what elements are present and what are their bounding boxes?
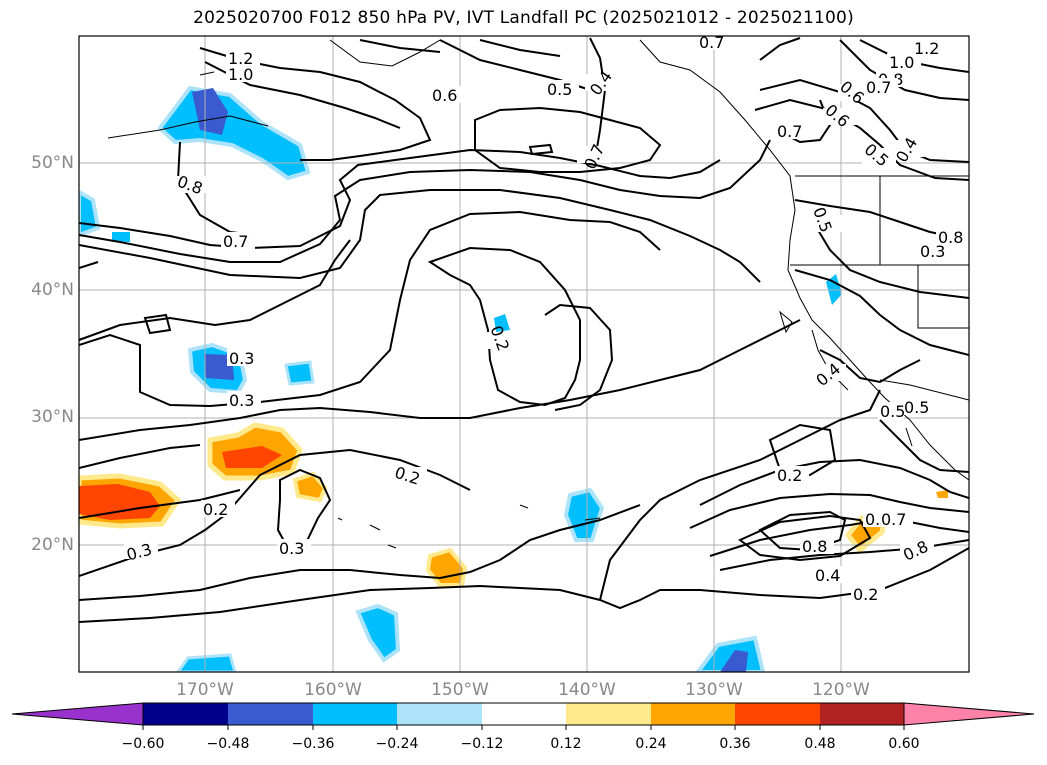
- contour-label: 0.3: [279, 539, 304, 558]
- contour-label: 0.5: [904, 398, 929, 417]
- contour-label: 0.7: [866, 78, 891, 97]
- contour-label: 1.2: [228, 49, 253, 68]
- contour-label: 0.8: [938, 228, 963, 247]
- contour-label: 0.4: [815, 566, 840, 585]
- colorbar-tick-label: 0.12: [550, 736, 582, 752]
- contour-label: 0.8: [802, 537, 827, 556]
- lat-label-50n: 50°N: [31, 153, 74, 173]
- colorbar-swatch: [651, 703, 735, 725]
- colorbar-swatch: [313, 703, 397, 725]
- lat-label-20n: 20°N: [31, 535, 74, 555]
- lon-label-170w: 170°W: [176, 680, 234, 700]
- colorbar-swatch: [397, 703, 482, 725]
- contour-label: 0.2: [777, 466, 802, 485]
- colorbar-extend-max: [903, 702, 1035, 726]
- colorbar-swatch: [735, 703, 820, 725]
- contour-label: 0.5: [547, 80, 572, 99]
- colorbar-swatch: [820, 703, 904, 725]
- contour-label: 1.0: [889, 53, 914, 72]
- contour-label: 0.7: [777, 122, 802, 141]
- colorbar-tick-label: −0.48: [206, 736, 250, 752]
- pv-contours: [79, 37, 969, 623]
- colorbar-tick-label: −0.60: [121, 736, 165, 752]
- contour-label: 0.3: [229, 349, 254, 368]
- contour-label: 0.3: [229, 391, 254, 410]
- colorbar-swatch: [482, 703, 566, 725]
- colorbar-swatch: [228, 703, 313, 725]
- contour-label: 0.5: [880, 402, 905, 421]
- contour-label: 1.2: [914, 39, 939, 58]
- colorbar-tick-label: 0.24: [635, 736, 667, 752]
- lat-label-30n: 30°N: [31, 407, 74, 427]
- lat-label-40n: 40°N: [31, 280, 74, 300]
- graticule: [79, 36, 969, 672]
- colorbar-tick-label: −0.24: [375, 736, 419, 752]
- pv-shading: [79, 85, 948, 672]
- contour-label: 0.7: [699, 33, 724, 52]
- map-frame: [78, 35, 970, 673]
- lon-label-130w: 130°W: [685, 680, 743, 700]
- colorbar-tick-label: 0.36: [719, 736, 751, 752]
- lon-label-140w: 140°W: [558, 680, 616, 700]
- contour-label: 0.3: [920, 242, 945, 261]
- contour-label: 0.7: [881, 510, 906, 529]
- lon-label-150w: 150°W: [431, 680, 489, 700]
- map-title: 2025020700 F012 850 hPa PV, IVT Landfall…: [193, 8, 854, 28]
- colorbar: [11, 702, 1035, 730]
- contour-label: 0.2: [853, 585, 878, 604]
- colorbar-tick-label: 0.60: [888, 736, 920, 752]
- colorbar-tick-label: −0.12: [460, 736, 504, 752]
- lon-label-160w: 160°W: [304, 680, 362, 700]
- colorbar-swatch: [566, 703, 651, 725]
- colorbar-extend-min: [11, 702, 144, 726]
- contour-label: 0.6: [432, 86, 457, 105]
- contour-label: 1.0: [228, 65, 253, 84]
- contour-label: 0.2: [203, 500, 228, 519]
- contour-label: 0.7: [223, 232, 248, 251]
- colorbar-swatch: [143, 703, 228, 725]
- lon-label-120w: 120°W: [812, 680, 870, 700]
- coastlines: [107, 39, 969, 549]
- colorbar-tick-label: −0.36: [291, 736, 335, 752]
- colorbar-tick-label: 0.48: [804, 736, 836, 752]
